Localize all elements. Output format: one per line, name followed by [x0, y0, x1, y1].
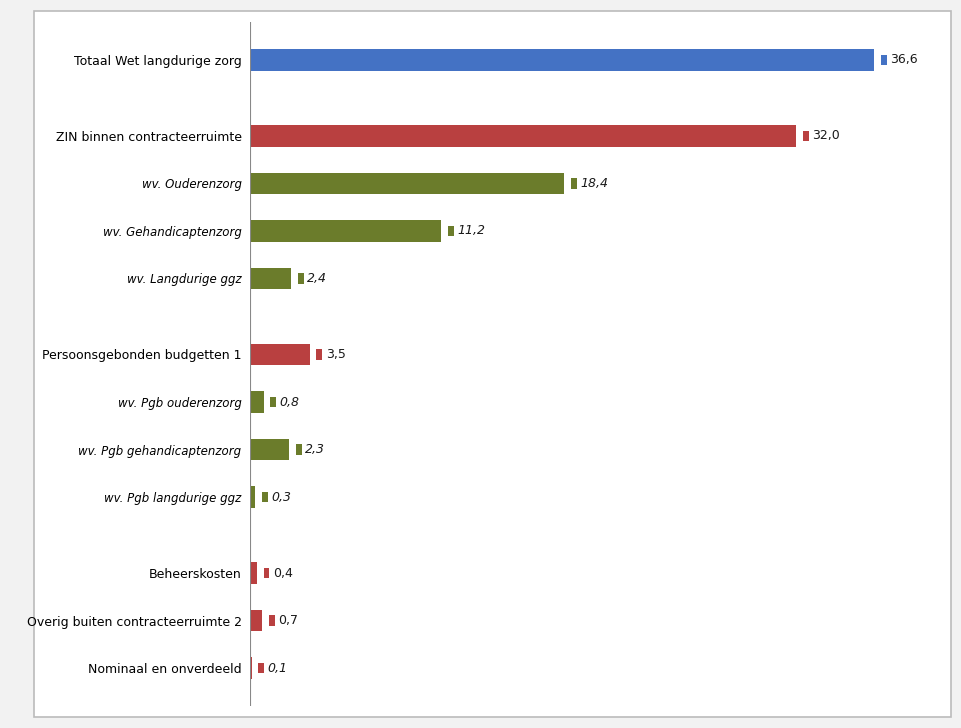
Bar	[250, 439, 289, 460]
Text: 0,3: 0,3	[271, 491, 291, 504]
Text: 18,4: 18,4	[579, 177, 608, 190]
Text: 2,4: 2,4	[307, 272, 327, 285]
Text: 0,7: 0,7	[278, 614, 298, 627]
Bar	[448, 226, 454, 236]
Text: 11,2: 11,2	[457, 224, 485, 237]
Bar	[250, 610, 261, 631]
Bar	[250, 344, 309, 365]
Bar	[250, 125, 796, 146]
Bar	[263, 568, 269, 578]
Bar	[250, 563, 257, 584]
Bar	[269, 615, 275, 626]
Bar	[250, 173, 564, 194]
Text: 0,4: 0,4	[273, 566, 293, 579]
Bar	[250, 221, 441, 242]
Text: 3,5: 3,5	[326, 348, 346, 361]
Bar	[298, 273, 304, 284]
Bar	[270, 397, 277, 407]
Bar	[296, 444, 302, 455]
Text: 0,8: 0,8	[280, 395, 300, 408]
Bar	[250, 50, 875, 71]
Bar	[250, 392, 263, 413]
Bar	[316, 349, 322, 360]
Bar	[250, 657, 252, 678]
Bar	[881, 55, 887, 65]
Text: 0,1: 0,1	[268, 662, 287, 675]
Bar	[571, 178, 577, 189]
Text: 32,0: 32,0	[812, 130, 840, 143]
Bar	[259, 663, 264, 673]
Bar	[250, 486, 255, 507]
Bar	[261, 492, 268, 502]
Bar	[802, 130, 808, 141]
Bar	[250, 268, 291, 289]
Text: 2,3: 2,3	[306, 443, 325, 456]
Text: 36,6: 36,6	[891, 53, 918, 66]
